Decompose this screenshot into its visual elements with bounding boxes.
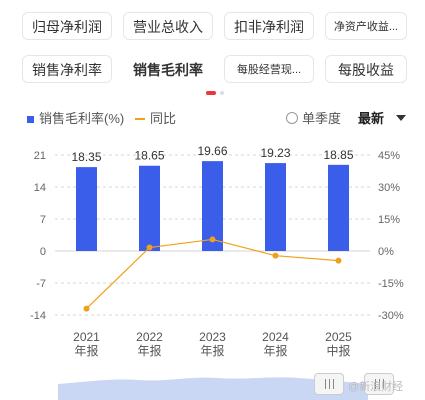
chevron-down-icon[interactable] (396, 115, 406, 121)
bar-legend-swatch (27, 116, 34, 123)
tab-revenue[interactable]: 营业总收入 (123, 12, 213, 40)
scroller-preview-area (58, 377, 368, 400)
yoy-point[interactable] (209, 236, 216, 243)
tab-deducted-net-profit[interactable]: 扣非净利润 (224, 12, 314, 40)
single-quarter-label[interactable]: 单季度 (302, 111, 342, 126)
x-axis-tick-label: 年报 (137, 343, 161, 358)
right-axis-tick-label: 45% (378, 150, 400, 162)
bar[interactable] (76, 167, 97, 251)
left-axis-tick-label: 14 (34, 182, 46, 194)
x-axis-tick-label: 中报 (326, 343, 350, 358)
tab-roe[interactable]: 净资产收益... (325, 12, 407, 40)
left-axis-tick-label: -7 (36, 278, 46, 290)
bar-value-label: 18.35 (71, 150, 101, 164)
bar-value-label: 18.65 (134, 149, 164, 163)
right-axis-tick-label: 0% (378, 246, 394, 258)
tab-net-profit[interactable]: 归母净利润 (22, 12, 112, 40)
scroller-handle-right[interactable] (364, 373, 394, 395)
range-scroller[interactable] (58, 372, 368, 400)
x-axis-tick-label: 2022 (136, 330, 163, 344)
page-indicator-active (206, 91, 216, 95)
x-axis-tick-label: 2023 (199, 330, 226, 344)
line-legend-swatch (135, 118, 145, 120)
left-axis-tick-label: 7 (40, 214, 46, 226)
x-axis-tick-label: 2024 (262, 330, 289, 344)
yoy-point[interactable] (146, 244, 153, 251)
chart-legend: 销售毛利率(%) 同比 单季度 最新 (0, 110, 425, 130)
bar[interactable] (139, 165, 160, 251)
left-axis-tick-label: 0 (40, 246, 46, 258)
right-axis-tick-label: 15% (378, 214, 400, 226)
tab-eps[interactable]: 每股收益 (325, 55, 407, 83)
tab-net-margin[interactable]: 销售净利率 (22, 55, 112, 83)
x-axis-tick-label: 2025 (325, 330, 352, 344)
bar[interactable] (328, 164, 349, 251)
x-axis-tick-label: 年报 (263, 343, 287, 358)
right-axis-tick-label: 30% (378, 182, 400, 194)
x-axis-tick-label: 年报 (200, 343, 224, 358)
x-axis-tick-label: 2021 (73, 330, 100, 344)
x-axis-tick-label: 年报 (74, 343, 98, 358)
right-axis-tick-label: -30% (378, 310, 404, 322)
bar-value-label: 18.85 (323, 148, 353, 162)
bar[interactable] (202, 161, 223, 251)
line-legend-label: 同比 (150, 111, 177, 126)
gross-margin-chart: 21 14 7 0 -7 -14 45% 30% 15% 0% -15% -30% 18.35 18.65… (30, 144, 404, 358)
scroller-handle-left[interactable] (314, 373, 344, 395)
yoy-point[interactable] (335, 257, 342, 264)
metric-tabs: 归母净利润 营业总收入 扣非净利润 净资产收益... 销售净利率 销售毛利率 每… (0, 0, 425, 100)
bar[interactable] (265, 163, 286, 251)
bar-value-label: 19.66 (197, 144, 227, 158)
left-axis-tick-label: -14 (30, 310, 46, 322)
page-indicator (220, 91, 224, 95)
single-quarter-radio[interactable] (286, 112, 298, 124)
tab-operating-cash-per-share[interactable]: 每股经营现... (224, 55, 314, 83)
latest-dropdown[interactable]: 最新 (358, 111, 385, 126)
yoy-point[interactable] (272, 252, 279, 259)
tab-gross-margin[interactable]: 销售毛利率 (123, 55, 213, 83)
bar-value-label: 19.23 (260, 146, 290, 160)
bar-legend-label: 销售毛利率(%) (39, 111, 125, 126)
left-axis-tick-label: 21 (34, 150, 46, 162)
yoy-point[interactable] (83, 305, 90, 312)
watermark: @新浪财经 (348, 381, 404, 393)
right-axis-tick-label: -15% (378, 278, 404, 290)
